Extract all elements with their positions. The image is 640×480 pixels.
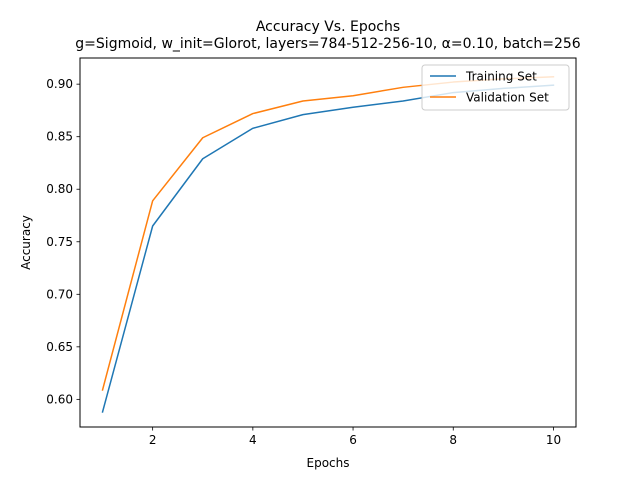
y-tick-label: 0.75 xyxy=(46,235,73,249)
chart-title: Accuracy Vs. Epochs xyxy=(256,19,400,35)
x-tick-label: 6 xyxy=(349,433,357,447)
chart-subtitle: g=Sigmoid, w_init=Glorot, layers=784-512… xyxy=(75,36,580,52)
x-tick-label: 8 xyxy=(449,433,457,447)
legend: Training Set Validation Set xyxy=(421,64,570,111)
x-tick-label: 10 xyxy=(546,433,561,447)
x-axis-ticks: 2 4 6 8 10 xyxy=(149,427,561,447)
legend-label-1: Training Set xyxy=(465,70,537,84)
x-tick-label: 4 xyxy=(249,433,257,447)
y-axis-label: Accuracy xyxy=(19,215,33,270)
x-axis-label: Epochs xyxy=(307,456,350,470)
y-tick-label: 0.80 xyxy=(46,182,73,196)
y-tick-label: 0.60 xyxy=(46,392,73,406)
plot-area: 2 4 6 8 10 0.60 0.65 0.70 0.75 0.80 0.85 0.90 xyxy=(46,57,577,447)
y-tick-label: 0.70 xyxy=(46,287,73,301)
legend-label-2: Validation Set xyxy=(466,91,549,105)
legend-box xyxy=(421,64,570,111)
x-tick-label: 2 xyxy=(149,433,157,447)
y-tick-label: 0.65 xyxy=(46,340,73,354)
y-tick-label: 0.85 xyxy=(46,130,73,144)
axes-frame xyxy=(79,57,577,428)
y-axis-ticks: 0.60 0.65 0.70 0.75 0.80 0.85 0.90 xyxy=(46,77,80,406)
y-tick-label: 0.90 xyxy=(46,77,73,91)
